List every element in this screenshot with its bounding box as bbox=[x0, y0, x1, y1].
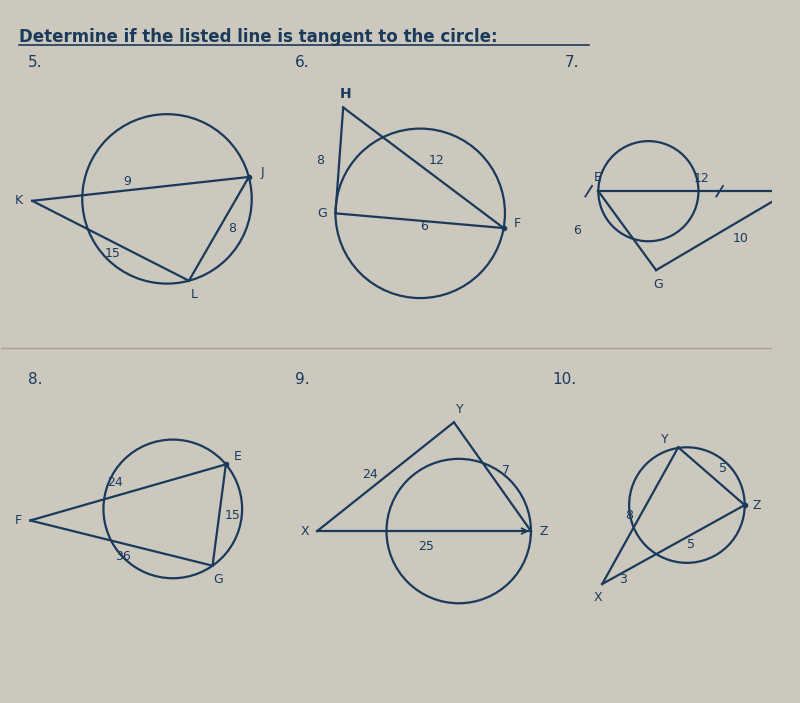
Text: Determine if the listed line is tangent to the circle:: Determine if the listed line is tangent … bbox=[18, 28, 498, 46]
Text: F: F bbox=[514, 217, 521, 230]
Text: 15: 15 bbox=[225, 508, 241, 522]
Text: G: G bbox=[653, 278, 663, 291]
Text: 9.: 9. bbox=[295, 373, 310, 387]
Text: 15: 15 bbox=[105, 247, 121, 260]
Text: 25: 25 bbox=[418, 540, 434, 553]
Text: 3: 3 bbox=[619, 573, 627, 586]
Text: F: F bbox=[15, 514, 22, 527]
Text: Y: Y bbox=[456, 404, 463, 416]
Text: 5: 5 bbox=[686, 538, 694, 551]
Text: L: L bbox=[191, 288, 198, 301]
Text: 12: 12 bbox=[429, 153, 445, 167]
Text: 6: 6 bbox=[421, 220, 428, 233]
Text: Z: Z bbox=[539, 524, 548, 538]
Text: 24: 24 bbox=[106, 477, 122, 489]
Text: 9: 9 bbox=[123, 174, 131, 188]
Text: G: G bbox=[317, 207, 327, 220]
Text: 10.: 10. bbox=[552, 373, 576, 387]
Text: E: E bbox=[234, 450, 242, 463]
Text: 5: 5 bbox=[719, 462, 727, 475]
Text: J: J bbox=[261, 166, 264, 179]
Text: 8.: 8. bbox=[28, 373, 43, 387]
Text: X: X bbox=[594, 591, 602, 604]
Text: 6.: 6. bbox=[295, 55, 310, 70]
Text: E: E bbox=[594, 172, 602, 184]
Text: 24: 24 bbox=[362, 468, 378, 482]
Text: X: X bbox=[300, 524, 309, 538]
Text: Y: Y bbox=[661, 433, 669, 446]
Text: Z: Z bbox=[753, 498, 762, 512]
Text: 10: 10 bbox=[733, 232, 748, 245]
Text: 5.: 5. bbox=[28, 55, 43, 70]
Text: H: H bbox=[339, 87, 351, 101]
Text: 7: 7 bbox=[502, 465, 510, 477]
Text: 8: 8 bbox=[228, 222, 236, 236]
Text: 36: 36 bbox=[115, 550, 131, 563]
Text: G: G bbox=[214, 573, 223, 586]
Text: 8: 8 bbox=[625, 509, 633, 522]
Text: K: K bbox=[14, 194, 22, 207]
Text: 12: 12 bbox=[694, 172, 710, 185]
Text: 6: 6 bbox=[574, 224, 581, 237]
Text: 8: 8 bbox=[316, 154, 324, 167]
Text: 7.: 7. bbox=[565, 55, 579, 70]
